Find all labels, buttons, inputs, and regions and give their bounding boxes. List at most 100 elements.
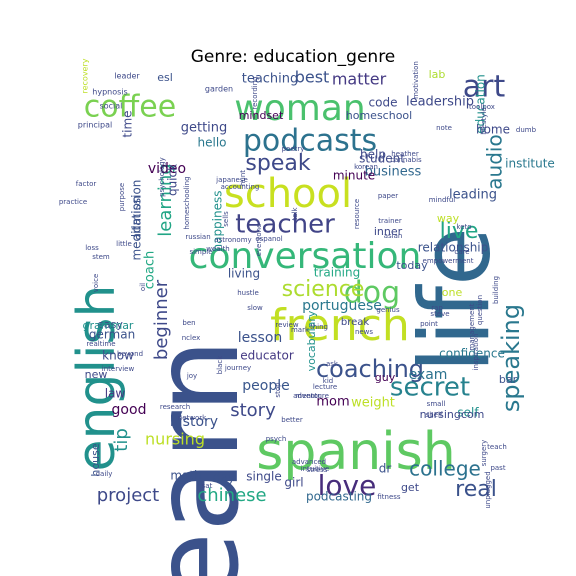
word-mark: mark — [291, 326, 310, 334]
word-realtime: realtime — [86, 340, 115, 348]
word-note: note — [436, 124, 452, 132]
word-weight: weight — [351, 396, 395, 411]
word-inner: inner — [374, 225, 403, 238]
word-matter: matter — [332, 70, 387, 89]
word-factor: factor — [76, 180, 97, 188]
word-nclex: nclex — [182, 334, 201, 342]
word-institute: institute — [505, 157, 555, 171]
word-nursing: nursing — [145, 430, 205, 449]
word-single: single — [246, 470, 282, 484]
word-happiness: happiness — [211, 190, 225, 251]
word-stop: stop — [274, 382, 282, 398]
word-minute: minute — [333, 169, 375, 183]
word-small: small — [427, 400, 446, 408]
word-resource: resource — [353, 199, 361, 229]
word-one: one — [442, 286, 463, 299]
word-know: know — [102, 349, 134, 363]
word-paper: paper — [378, 192, 398, 200]
word-science: science — [282, 277, 365, 302]
word-steve: steve — [430, 310, 449, 318]
word-wealth: wealth — [206, 245, 229, 253]
word-trainer: trainer — [378, 217, 402, 225]
word-korean: korean — [354, 163, 378, 171]
word-best: best — [295, 68, 330, 87]
word-podcasts: podcasts — [243, 124, 377, 159]
word-asian: asian — [384, 232, 403, 240]
word-quick: quick — [166, 164, 180, 196]
word-history: history — [170, 414, 218, 430]
word-speaking: speaking — [497, 304, 525, 412]
word-french: french — [270, 300, 410, 351]
word-oil: oil — [139, 283, 147, 291]
word-joy: joy — [186, 372, 197, 380]
word-break: break — [341, 317, 370, 328]
word-grammar: grammar — [83, 319, 134, 332]
word-real: real — [455, 477, 497, 502]
word-audio: audio — [483, 134, 507, 189]
word-live: live — [440, 219, 479, 244]
word-law: law — [105, 387, 126, 401]
word-russian: russian — [185, 233, 210, 241]
word-little: little — [116, 240, 132, 248]
word-heather: heather — [391, 150, 419, 158]
word-shelf: shelf — [426, 411, 443, 419]
word-homeschooling: homeschooling — [183, 176, 191, 229]
word-business: business — [365, 165, 422, 180]
word-meditation: meditation — [130, 195, 144, 260]
word-surgery: surgery — [480, 440, 488, 467]
word-new: new — [85, 368, 108, 381]
word-confidence: confidence — [439, 347, 505, 361]
word-past: past — [490, 464, 505, 472]
word-coaching: coaching — [316, 355, 424, 383]
word-dog: dog — [344, 276, 400, 311]
word-easy: easy — [97, 318, 123, 331]
word-mentor: mentor — [295, 392, 321, 400]
word-art: art — [463, 70, 506, 105]
word-chinese: chinese — [197, 485, 266, 506]
word-mom: mom — [316, 395, 349, 410]
word-self: self — [457, 406, 479, 420]
word-adventure: adventure — [293, 392, 329, 400]
word-better: better — [281, 416, 303, 424]
word-building: building — [492, 276, 500, 304]
word-german: german — [89, 328, 135, 342]
word-psych: psych — [266, 435, 287, 443]
word-question: question — [476, 295, 484, 325]
word-esl: esl — [157, 71, 173, 84]
word-mindful: mindful — [429, 196, 456, 204]
word-poetry: poetry — [282, 145, 305, 153]
word-slow: slow — [247, 304, 263, 312]
word-cannabis: cannabis — [390, 156, 422, 164]
word-motivation: motivation — [412, 61, 420, 99]
word-leader: leader — [114, 72, 140, 81]
word-portuguese: portuguese — [302, 298, 382, 314]
word-black: black — [216, 355, 224, 375]
word-nursingcom: nursingcom — [420, 408, 485, 421]
word-social: social — [100, 102, 123, 111]
word-daily: daily — [96, 470, 113, 478]
word-everyone: everyone — [255, 224, 263, 257]
word-education: education — [474, 74, 488, 134]
word-vocabulary: vocabulary — [305, 310, 318, 371]
word-homeschool: homeschool — [346, 109, 412, 122]
word-leading: leading — [449, 188, 497, 203]
word-loss: loss — [85, 244, 99, 252]
word-leadership: leadership — [406, 95, 474, 110]
word-unplugged: unplugged — [484, 471, 492, 508]
word-japanese: japanese — [215, 176, 248, 184]
word-life: life — [399, 227, 511, 373]
word-student: student — [359, 152, 405, 166]
word-good: good — [112, 402, 147, 418]
word-recovery: recovery — [81, 58, 90, 93]
word-training: training — [314, 266, 361, 280]
word-voice: voice — [92, 274, 100, 293]
word-news: news — [355, 328, 373, 336]
word-learning: learning — [155, 163, 176, 236]
word-psychology: psychology — [158, 157, 166, 197]
word-simple: simple — [189, 248, 212, 256]
word-cloud-words: learn life spanish english french conversatio… — [59, 58, 555, 576]
word-intuitive: intuitive — [301, 465, 330, 473]
word-time: time — [121, 110, 135, 137]
word-garden: garden — [205, 85, 233, 94]
word-astronomy: astronomy — [214, 236, 251, 244]
